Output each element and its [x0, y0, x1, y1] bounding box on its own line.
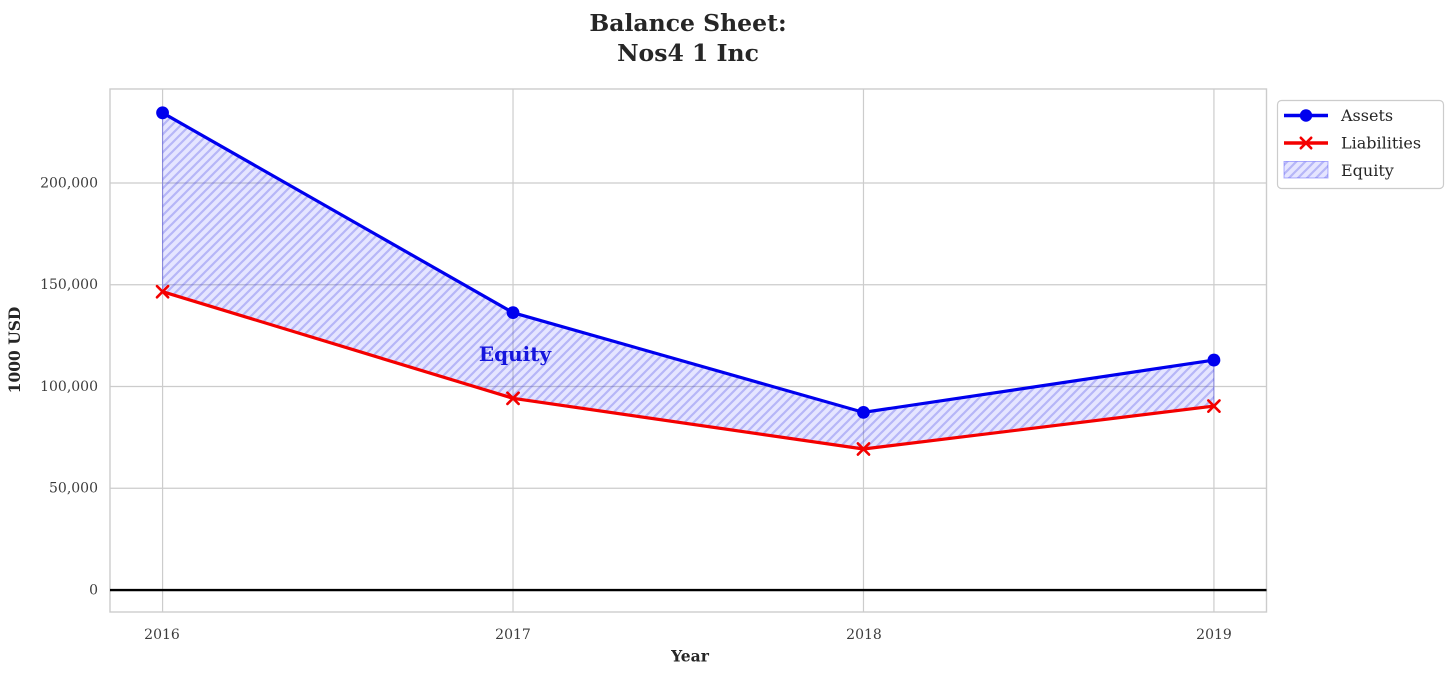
legend-liabilities-marker	[1299, 136, 1313, 150]
x-tick-2016: 2016	[144, 627, 180, 643]
assets-line	[161, 111, 1215, 414]
x-tick-2017: 2017	[495, 627, 531, 643]
grid-layer	[109, 88, 1268, 613]
plot-border	[109, 88, 1268, 613]
legend-label-equity: Equity	[1341, 161, 1394, 180]
series-layer	[155, 106, 1221, 456]
equity-fill-layer	[110, 111, 1267, 592]
y-tick-200000: 200,000	[40, 175, 98, 191]
legend-assets-marker	[1299, 109, 1313, 122]
assets-marker-2017	[506, 306, 520, 320]
x-tick-2018: 2018	[846, 627, 882, 643]
y-tick-0: 0	[89, 583, 98, 599]
legend-label-liabilities: Liabilities	[1341, 134, 1421, 153]
y-tick-50000: 50,000	[49, 481, 98, 497]
assets-marker-2019	[1207, 353, 1221, 367]
assets-marker-2018	[857, 405, 870, 419]
text-layer: Balance Sheet: Nos4 1 Inc 1000 USD Year …	[5, 9, 1421, 666]
liabilities-marker-2017	[506, 391, 520, 406]
y-tick-100000: 100,000	[40, 379, 98, 395]
legend	[1276, 99, 1445, 190]
liabilities-marker-2019	[1207, 399, 1221, 413]
x-axis-label: Year	[670, 647, 710, 666]
assets-marker-2016	[156, 106, 169, 120]
y-tick-150000: 150,000	[40, 277, 98, 293]
legend-label-assets: Assets	[1340, 106, 1393, 125]
liabilities-marker-2018	[856, 442, 871, 456]
y-axis-label: 1000 USD	[5, 307, 24, 394]
liabilities-line	[162, 290, 1215, 451]
chart-title-line2: Nos4 1 Inc	[617, 39, 759, 67]
chart-title-line1: Balance Sheet:	[589, 9, 786, 37]
equity-annotation: Equity	[479, 342, 553, 366]
x-tick-2019: 2019	[1196, 627, 1232, 643]
equity-fill-hatch	[162, 111, 1215, 450]
legend-equity-swatch-hatch	[1284, 161, 1328, 178]
liabilities-marker-2016	[155, 284, 170, 299]
